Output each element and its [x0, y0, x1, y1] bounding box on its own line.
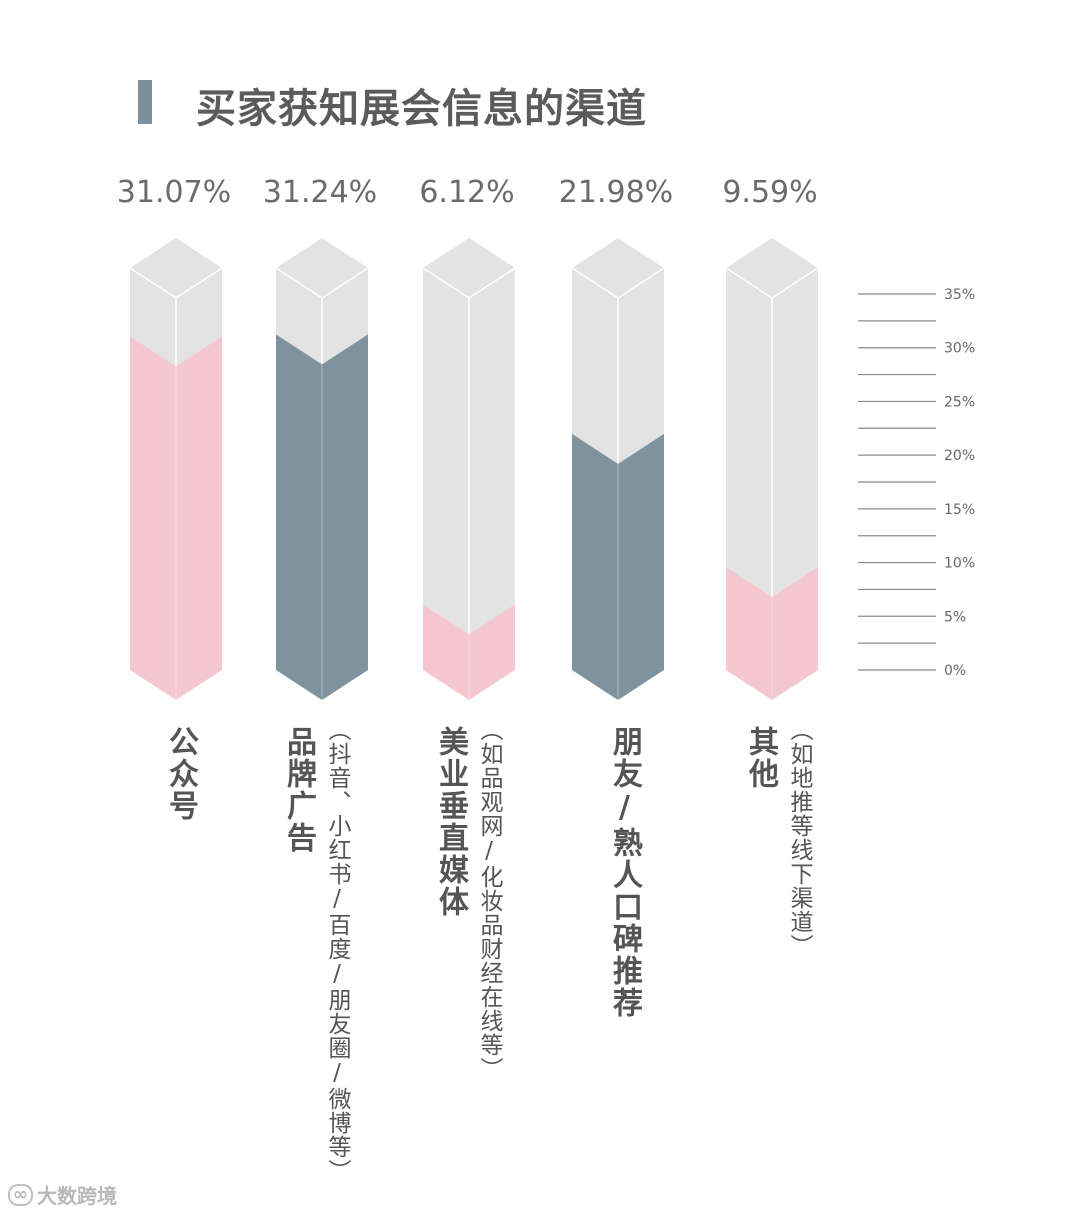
watermark: ∞ 大数跨境	[8, 1180, 117, 1209]
value-label-2: 6.12%	[419, 175, 514, 210]
category-label-3: 朋友/熟人口碑推荐	[607, 726, 642, 1019]
bar-0	[130, 336, 222, 700]
chart-title: 买家获知展会信息的渠道	[196, 86, 647, 132]
value-label-0: 31.07%	[117, 175, 231, 210]
y-tick-label-4: 20%	[944, 448, 975, 464]
category-label-1: 品牌广告	[281, 726, 316, 854]
y-tick-label-1: 5%	[944, 609, 966, 625]
category-label-2: 美业垂直媒体	[433, 726, 468, 918]
bar-1	[276, 334, 368, 700]
value-label-1: 31.24%	[263, 175, 377, 210]
value-label-3: 21.98%	[559, 175, 673, 210]
bar-4	[726, 566, 818, 700]
y-tick-label-3: 15%	[944, 502, 975, 518]
y-tick-label-0: 0%	[944, 663, 966, 679]
category-label-4: 其他	[743, 726, 778, 790]
watermark-logo-icon: ∞	[8, 1183, 33, 1206]
y-tick-label-5: 25%	[944, 394, 975, 410]
title-accent-bar	[138, 80, 152, 124]
category-sublabel-1: （抖音、小红书/百度/朋友圈/微博等）	[324, 718, 350, 1183]
y-tick-label-2: 10%	[944, 556, 975, 572]
category-sublabel-2: （如品观网/化妆品财经在线等）	[476, 718, 502, 1081]
bar-3	[572, 433, 664, 700]
category-label-0: 公众号	[163, 726, 198, 822]
watermark-text: 大数跨境	[37, 1184, 117, 1208]
category-sublabel-4: （如地推等线下渠道）	[786, 718, 812, 958]
y-tick-label-7: 35%	[944, 287, 975, 303]
value-label-4: 9.59%	[722, 175, 817, 210]
bar-2	[423, 604, 515, 700]
y-tick-label-6: 30%	[944, 341, 975, 357]
